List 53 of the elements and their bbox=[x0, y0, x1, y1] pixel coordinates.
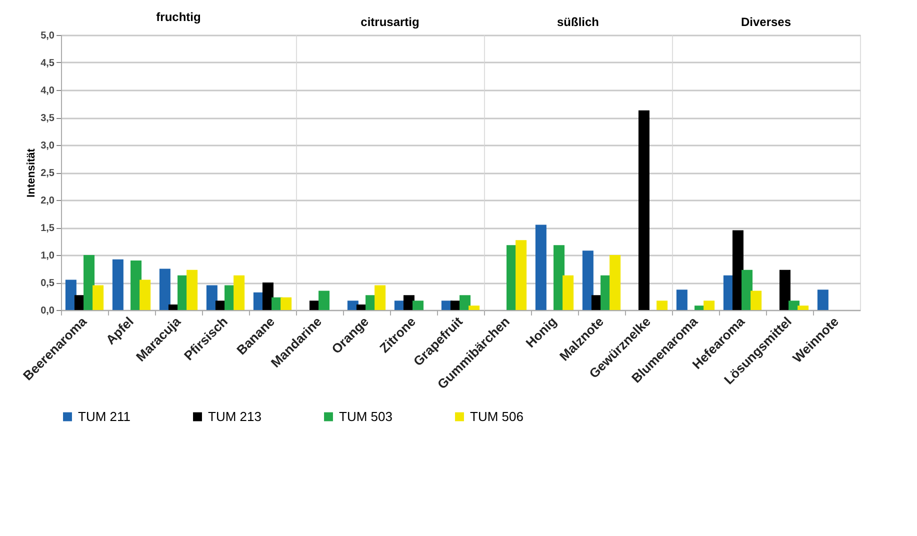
bar bbox=[159, 268, 170, 310]
bar bbox=[554, 245, 565, 310]
bar bbox=[206, 285, 218, 310]
chart-title: süßlich bbox=[556, 15, 600, 29]
bar bbox=[779, 270, 790, 310]
bar bbox=[676, 290, 688, 310]
bar bbox=[318, 290, 330, 310]
bar bbox=[610, 255, 621, 310]
bar bbox=[638, 110, 650, 310]
legend-label: TUM 213 bbox=[208, 408, 262, 424]
bar bbox=[582, 250, 594, 310]
y-tick-label: 1,5 bbox=[40, 223, 55, 234]
y-tick-label: 3,0 bbox=[40, 140, 55, 152]
bar bbox=[817, 290, 828, 310]
chart-title: citrusartig bbox=[360, 15, 420, 29]
bar bbox=[798, 306, 809, 310]
bar bbox=[412, 300, 424, 310]
bar bbox=[704, 300, 715, 310]
bar bbox=[742, 270, 753, 310]
y-tick-label: 4,5 bbox=[40, 58, 55, 69]
bar bbox=[374, 285, 386, 310]
bar bbox=[656, 300, 668, 310]
legend-label: TUM 503 bbox=[339, 408, 392, 424]
bar bbox=[65, 280, 76, 310]
bar bbox=[84, 255, 95, 310]
y-tick-label: 5,0 bbox=[40, 30, 55, 42]
bar bbox=[750, 290, 762, 310]
y-tick-label: 3,5 bbox=[40, 113, 55, 124]
bar bbox=[186, 270, 198, 310]
bar bbox=[468, 306, 480, 310]
bar bbox=[535, 224, 546, 310]
bar bbox=[234, 275, 245, 310]
bar bbox=[516, 240, 527, 310]
chart-title: Diverses bbox=[740, 15, 792, 29]
chart-title: fruchtig bbox=[156, 10, 201, 24]
y-tick-label: 2,0 bbox=[40, 196, 55, 206]
bar bbox=[112, 259, 124, 310]
legend-label: TUM 211 bbox=[78, 408, 130, 424]
y-axis-title: Intensität bbox=[26, 148, 38, 198]
legend-label: TUM 506 bbox=[470, 408, 524, 424]
bar bbox=[788, 300, 800, 310]
bar bbox=[92, 285, 104, 310]
bar bbox=[460, 295, 471, 310]
bar bbox=[140, 280, 151, 310]
y-tick-label: 0,0 bbox=[40, 306, 55, 316]
bar bbox=[262, 282, 274, 310]
bar bbox=[280, 297, 292, 310]
y-tick-label: 1,0 bbox=[40, 250, 55, 262]
y-tick-label: 0,5 bbox=[40, 278, 55, 289]
bar bbox=[732, 230, 744, 310]
y-tick-label: 4,0 bbox=[40, 86, 55, 96]
y-tick-label: 2,5 bbox=[40, 168, 55, 179]
bar bbox=[562, 275, 574, 310]
